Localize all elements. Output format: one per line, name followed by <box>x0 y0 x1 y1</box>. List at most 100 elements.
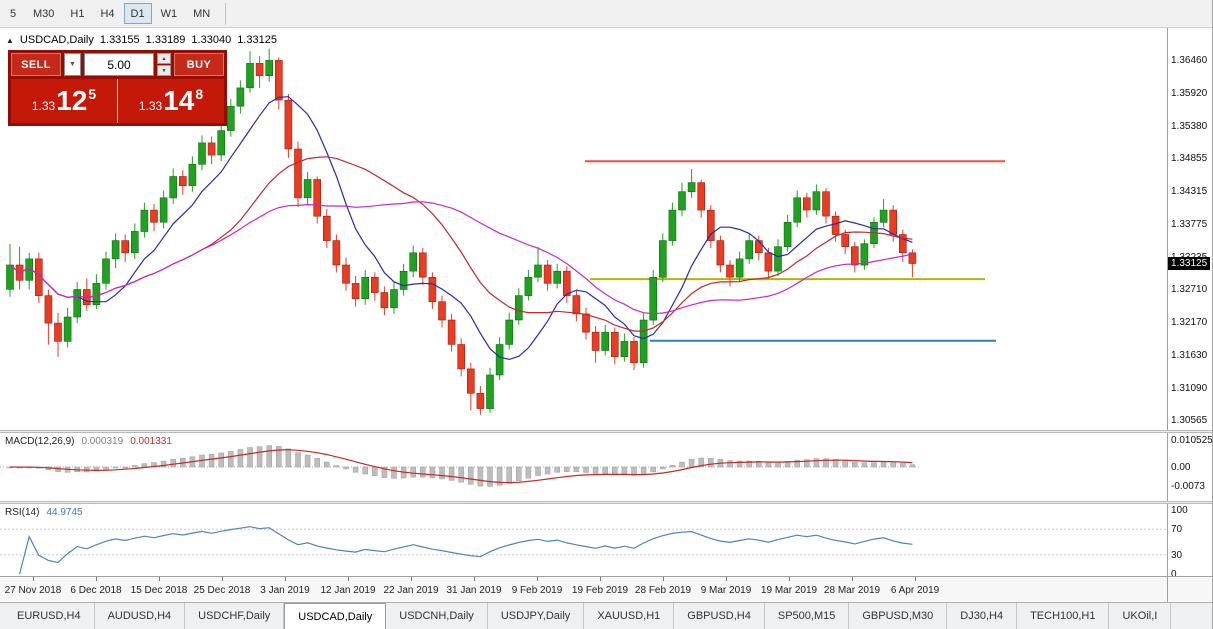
rsi-label: RSI(14) <box>5 507 40 518</box>
tab-usdcnh-daily[interactable]: USDCNH,Daily <box>386 603 488 629</box>
chart-ohlc-header: ▲ USDCAD,Daily 1.33155 1.33189 1.33040 1… <box>6 34 277 46</box>
tab-usdjpy-daily[interactable]: USDJPY,Daily <box>488 603 585 629</box>
timeframe-toolbar: 5 M30 H1 H4 D1 W1 MN <box>0 0 1212 28</box>
price-axis-label: 1.32710 <box>1171 283 1208 295</box>
bid-price[interactable]: 1.33 12 5 <box>11 79 118 123</box>
tab-usdcad-daily[interactable]: USDCAD,Daily <box>284 603 387 629</box>
candlestick-chart[interactable] <box>0 28 1167 430</box>
date-axis-label: 15 Dec 2018 <box>130 585 188 596</box>
tab-audusd-h4[interactable]: AUDUSD,H4 <box>95 603 186 629</box>
date-tick <box>537 577 538 581</box>
date-axis-label: 9 Mar 2019 <box>700 585 752 596</box>
tab-gbpusd-h4[interactable]: GBPUSD,H4 <box>674 603 765 629</box>
main-chart-panel: ▲ USDCAD,Daily 1.33155 1.33189 1.33040 1… <box>0 28 1212 430</box>
timeframe-button-5[interactable]: 5 <box>2 3 24 24</box>
date-tick <box>159 577 160 581</box>
date-tick <box>222 577 223 581</box>
date-axis-label: 9 Feb 2019 <box>511 585 563 596</box>
date-tick <box>96 577 97 581</box>
one-click-trading-panel: SELL ▼ ▲ ▼ BUY 1.33 12 5 1.33 14 8 <box>8 50 227 126</box>
timeframe-button-mn[interactable]: MN <box>186 3 217 24</box>
volume-stepper: ▲ ▼ <box>157 53 171 76</box>
tab-usdchf-daily[interactable]: USDCHF,Daily <box>185 603 285 629</box>
timeframe-button-h4[interactable]: H4 <box>93 3 121 24</box>
macd-indicator-panel: MACD(12,26,9) 0.000319 0.001331 0.010525… <box>0 433 1213 501</box>
ask-prefix: 1.33 <box>138 99 163 113</box>
date-axis-label: 22 Jan 2019 <box>383 585 439 596</box>
panel-separator[interactable] <box>0 430 1212 433</box>
date-axis-label: 28 Mar 2019 <box>823 585 881 596</box>
macd-axis-label: -0.0073 <box>1171 480 1205 492</box>
date-tick <box>33 577 34 581</box>
date-tick <box>474 577 475 581</box>
macd-signal-value: 0.001331 <box>130 436 172 447</box>
tab-dj30-h4[interactable]: DJ30,H4 <box>947 603 1018 629</box>
price-axis-label: 1.34315 <box>1171 185 1208 197</box>
macd-header: MACD(12,26,9) 0.000319 0.001331 <box>5 436 172 447</box>
date-axis-label: 19 Mar 2019 <box>760 585 818 596</box>
price-axis-border <box>1167 28 1168 602</box>
date-tick <box>726 577 727 581</box>
volume-input[interactable] <box>84 53 154 76</box>
volume-dropdown-icon[interactable]: ▼ <box>64 53 81 76</box>
rsi-chart[interactable] <box>0 504 1167 576</box>
macd-axis-label: 0.010525 <box>1171 435 1213 447</box>
ohlc-open: 1.33155 <box>99 34 140 46</box>
ohlc-high: 1.33189 <box>145 34 186 46</box>
tab-sp500-m15[interactable]: SP500,M15 <box>765 603 850 629</box>
date-tick <box>852 577 853 581</box>
tab-xauusd-h1[interactable]: XAUUSD,H1 <box>584 603 675 629</box>
timeframe-button-m30[interactable]: M30 <box>26 3 61 24</box>
price-axis-label: 1.31630 <box>1171 349 1208 361</box>
date-axis-label: 28 Feb 2019 <box>634 585 692 596</box>
date-tick <box>663 577 664 581</box>
date-axis-label: 27 Nov 2018 <box>4 585 62 596</box>
date-tick <box>600 577 601 581</box>
date-tick <box>411 577 412 581</box>
rsi-indicator-panel: RSI(14) 44.9745 100 70 30 0 <box>0 504 1212 576</box>
rsi-axis-label: 30 <box>1171 549 1183 561</box>
timeframe-button-d1[interactable]: D1 <box>123 3 152 24</box>
current-price-badge: 1.33125 <box>1168 256 1211 270</box>
rsi-header: RSI(14) 44.9745 <box>5 507 83 518</box>
sell-button[interactable]: SELL <box>11 53 61 76</box>
ohlc-low: 1.33040 <box>191 34 232 46</box>
tab-eurusd-h4[interactable]: EURUSD,H4 <box>4 603 95 629</box>
price-axis-label: 1.34855 <box>1171 152 1208 164</box>
date-axis[interactable]: 27 Nov 2018 6 Dec 2018 15 Dec 2018 25 Dec 2… <box>0 576 1212 602</box>
tab-tech100-h1[interactable]: TECH100,H1 <box>1017 603 1110 629</box>
timeframe-button-w1[interactable]: W1 <box>154 3 185 24</box>
tab-gbpusd-m30[interactable]: GBPUSD,M30 <box>849 603 948 629</box>
date-axis-label: 25 Dec 2018 <box>193 585 251 596</box>
ask-main-digits: 14 <box>163 85 195 116</box>
collapse-panel-icon[interactable]: ▲ <box>6 35 14 45</box>
volume-up-icon[interactable]: ▲ <box>157 53 171 64</box>
timeframe-button-h1[interactable]: H1 <box>63 3 91 24</box>
chart-tab-bar: EURUSD,H4 AUDUSD,H4 USDCHF,Daily USDCAD,Dai… <box>0 602 1212 629</box>
volume-down-icon[interactable]: ▼ <box>157 65 171 76</box>
price-axis-label: 1.35920 <box>1171 87 1208 99</box>
rsi-value: 44.9745 <box>46 507 83 518</box>
ask-pip-digit: 8 <box>195 86 204 102</box>
date-axis-label: 12 Jan 2019 <box>320 585 376 596</box>
buy-button[interactable]: BUY <box>174 53 224 76</box>
date-tick <box>915 577 916 581</box>
date-axis-label: 3 Jan 2019 <box>260 585 310 596</box>
panel-separator[interactable] <box>0 501 1212 504</box>
date-tick <box>285 577 286 581</box>
date-axis-label: 19 Feb 2019 <box>571 585 629 596</box>
date-axis-label: 31 Jan 2019 <box>446 585 502 596</box>
price-axis-label: 1.33775 <box>1171 218 1208 230</box>
bid-prefix: 1.33 <box>31 99 56 113</box>
ask-price[interactable]: 1.33 14 8 <box>118 79 224 123</box>
macd-label: MACD(12,26,9) <box>5 436 75 447</box>
macd-main-value: 0.000319 <box>81 436 124 447</box>
bid-pip-digit: 5 <box>88 86 97 102</box>
rsi-axis-label: 70 <box>1171 524 1183 536</box>
tab-ukoil-i[interactable]: UKOil,I <box>1109 603 1172 629</box>
ohlc-close: 1.33125 <box>237 34 277 46</box>
macd-chart[interactable] <box>0 433 1167 501</box>
date-axis-label: 6 Dec 2018 <box>70 585 122 596</box>
rsi-axis-label: 0 <box>1171 569 1177 576</box>
